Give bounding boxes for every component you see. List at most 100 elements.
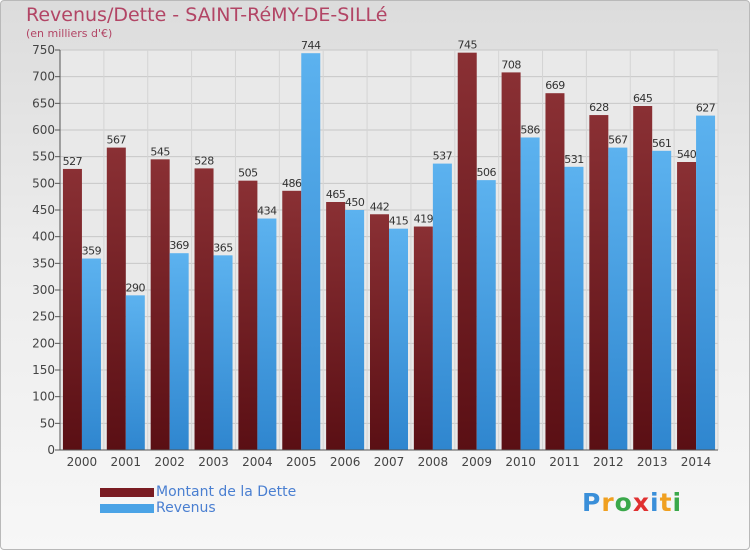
x-tick-label: 2004 (242, 455, 273, 469)
bar-revenus (257, 218, 277, 450)
y-tick-label: 100 (32, 390, 55, 404)
y-tick-label: 700 (32, 70, 55, 84)
data-label-dette: 465 (326, 188, 346, 201)
y-tick-label: 750 (32, 43, 55, 57)
data-label-dette: 419 (414, 213, 434, 226)
x-tick-label: 2007 (374, 455, 405, 469)
x-tick-label: 2003 (198, 455, 229, 469)
bar-dette (194, 168, 214, 450)
data-label-revenus: 586 (520, 123, 540, 136)
data-label-revenus: 531 (564, 153, 584, 166)
bar-dette (150, 159, 170, 451)
bar-dette (413, 226, 433, 450)
bar-dette (589, 115, 609, 451)
bar-revenus (608, 147, 628, 450)
data-label-revenus: 506 (476, 166, 496, 179)
logo-letter: o (614, 488, 633, 517)
y-tick-label: 350 (32, 256, 55, 270)
y-tick-label: 450 (32, 203, 55, 217)
y-tick-label: 400 (32, 230, 55, 244)
bar-revenus (652, 150, 672, 451)
logo-letter: t (659, 488, 673, 517)
logo-letter: P (582, 488, 602, 517)
y-tick-label: 50 (40, 416, 55, 430)
data-label-revenus: 290 (126, 281, 146, 294)
data-label-dette: 486 (282, 177, 302, 190)
y-tick-label: 150 (32, 363, 55, 377)
data-label-dette: 545 (150, 145, 170, 158)
x-tick-label: 2000 (67, 455, 98, 469)
legend-swatch-revenus (100, 504, 154, 513)
bar-dette (238, 180, 258, 450)
legend-swatch-dette (100, 488, 154, 497)
data-label-dette: 442 (370, 200, 390, 213)
bar-revenus (81, 258, 101, 450)
data-label-dette: 540 (677, 148, 697, 161)
data-label-revenus: 369 (169, 239, 189, 252)
y-tick-label: 600 (32, 123, 55, 137)
data-label-dette: 745 (457, 39, 477, 52)
bar-revenus (301, 53, 321, 450)
bar-revenus (520, 137, 540, 450)
bar-revenus (345, 210, 365, 450)
logo-letter: x (632, 488, 650, 517)
y-tick-label: 0 (47, 443, 55, 457)
x-tick-label: 2002 (154, 455, 185, 469)
bar-dette (106, 147, 126, 450)
bar-dette (545, 93, 565, 450)
bar-revenus (169, 253, 189, 450)
chart-subtitle: (en milliers d'€) (26, 27, 113, 40)
legend-label-dette: Montant de la Dette (156, 484, 297, 500)
data-label-revenus: 627 (696, 102, 716, 115)
bar-dette (457, 52, 477, 451)
bar-revenus (476, 180, 496, 450)
bar-dette (282, 190, 302, 451)
bar-revenus (696, 115, 716, 450)
x-tick-label: 2014 (681, 455, 712, 469)
y-tick-label: 650 (32, 96, 55, 110)
logo-letter: i (650, 488, 660, 517)
x-tick-label: 2008 (418, 455, 449, 469)
data-label-dette: 505 (238, 167, 258, 180)
bar-revenus (389, 228, 408, 450)
data-label-dette: 645 (633, 92, 653, 105)
bar-dette (677, 162, 697, 450)
y-tick-label: 500 (32, 176, 55, 190)
bar-revenus (432, 163, 452, 450)
legend-label-revenus: Revenus (156, 500, 216, 516)
y-tick-label: 250 (32, 310, 55, 324)
x-tick-label: 2006 (330, 455, 361, 469)
x-tick-label: 2010 (505, 455, 536, 469)
bar-revenus (213, 255, 233, 450)
logo-letter: r (601, 488, 615, 517)
data-label-revenus: 365 (213, 241, 233, 254)
data-label-revenus: 359 (82, 245, 102, 258)
bar-dette (370, 214, 389, 450)
bar-dette (326, 202, 346, 450)
data-label-dette: 628 (589, 101, 609, 114)
logo-letter: i (672, 488, 683, 517)
data-label-revenus: 744 (301, 39, 321, 52)
bar-dette (62, 168, 82, 450)
bar-dette (633, 106, 653, 450)
data-label-dette: 567 (107, 134, 127, 147)
y-tick-label: 200 (32, 336, 55, 350)
y-tick-label: 550 (32, 150, 55, 164)
data-label-revenus: 415 (389, 215, 409, 228)
x-tick-label: 2013 (637, 455, 668, 469)
bar-dette (501, 72, 521, 451)
x-tick-label: 2005 (286, 455, 317, 469)
data-label-dette: 527 (63, 155, 83, 168)
data-label-revenus: 567 (608, 134, 628, 147)
data-label-dette: 669 (545, 79, 565, 92)
data-label-revenus: 434 (257, 205, 277, 218)
x-tick-label: 2011 (549, 455, 580, 469)
chart-title: Revenus/Dette - SAINT-RéMY-DE-SILLé (26, 4, 388, 26)
data-label-revenus: 450 (345, 196, 365, 209)
data-label-revenus: 561 (652, 137, 672, 150)
bar-revenus (564, 166, 584, 451)
x-tick-label: 2001 (111, 455, 142, 469)
x-tick-label: 2012 (593, 455, 624, 469)
bar-revenus (125, 295, 145, 450)
